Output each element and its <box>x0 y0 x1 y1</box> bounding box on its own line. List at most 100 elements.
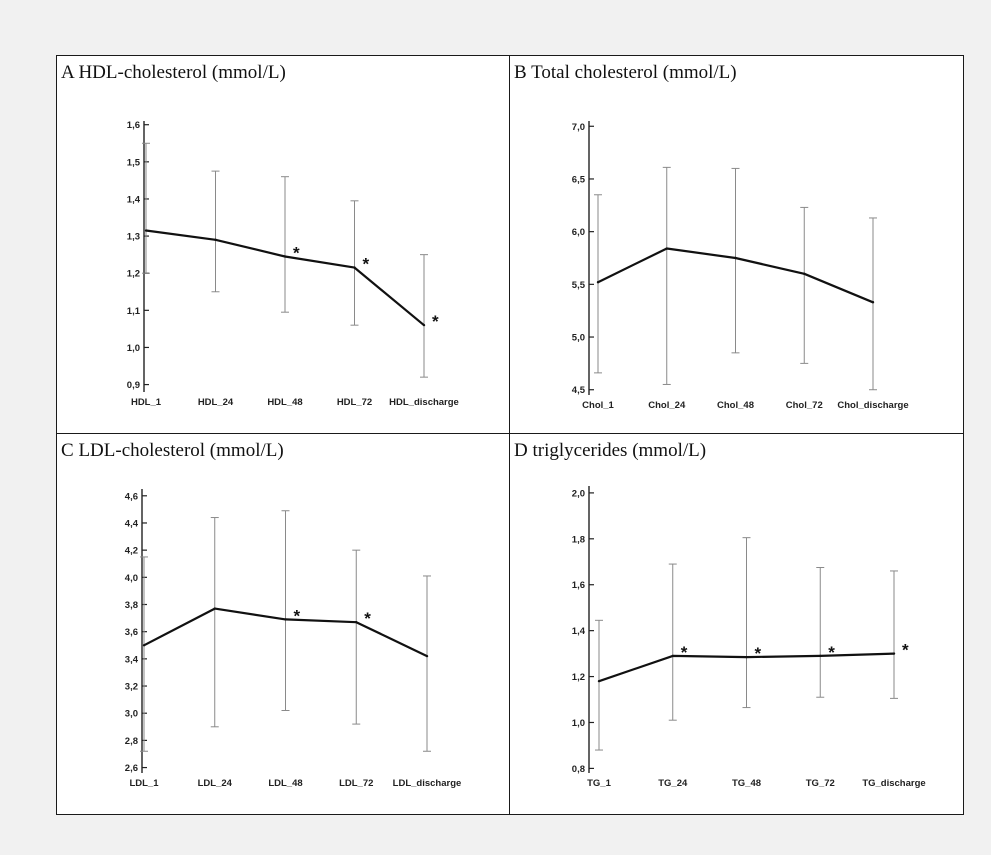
panel-b-x-tick-label: Chol_1 <box>582 400 614 411</box>
panel-b-y-tick-label: 6,5 <box>572 174 586 185</box>
panel-c: C LDL-cholesterol (mmol/L) 2,6 2,8 3,0 3,2 3… <box>57 434 509 814</box>
panel-d-letter: D <box>514 440 528 461</box>
panel-c-x-tick-label: LDL_24 <box>198 778 233 789</box>
panel-a-significance-star: * <box>432 312 439 331</box>
panel-c-significance-star: * <box>294 606 301 625</box>
panel-a-x-tick-label: HDL_24 <box>198 397 234 408</box>
panel-c-x-tick-label: LDL_72 <box>339 778 373 789</box>
panel-a-data-point <box>214 238 217 241</box>
panel-a-x-tick-label: HDL_1 <box>131 397 162 408</box>
panel-a-significance-star: * <box>363 255 370 274</box>
panel-a-x-tick-label: HDL_72 <box>337 397 372 408</box>
panel-a-y-tick-label: 1,1 <box>127 306 141 317</box>
panel-c-y-tick-label: 3,8 <box>125 600 138 611</box>
panel-a-y-tick-label: 1,5 <box>127 157 141 168</box>
panel-c-significance-star: * <box>364 609 371 628</box>
panel-d-title: D triglycerides (mmol/L) <box>514 440 706 462</box>
panel-b-y-tick-label: 5,0 <box>572 333 585 344</box>
panel-d-title-text: triglycerides (mmol/L) <box>532 440 707 461</box>
panel-c-data-point <box>213 607 216 610</box>
panel-a-chart: 0,9 1,0 1,1 1,2 1,3 1,4 1,5 1,6 * * * HDL_1 HDL_24 HD… <box>127 120 459 408</box>
panel-a-letter: A <box>61 62 74 83</box>
panel-c-title-text: LDL-cholesterol (mmol/L) <box>78 440 284 461</box>
panel-c-y-tick-label: 3,2 <box>125 682 138 693</box>
panel-a: A HDL-cholesterol (mmol/L) 0,9 1,0 1,1 1,2 1… <box>57 56 509 433</box>
panel-d-x-tick-label: TG_24 <box>658 778 688 789</box>
panel-d-significance-star: * <box>755 644 762 663</box>
panel-b-data-point <box>596 281 600 284</box>
panel-c-y-tick-label: 3,4 <box>125 654 139 665</box>
panel-b-chart: 4,5 5,0 5,5 6,0 6,5 7,0 Chol_1 Chol_24 Chol_48 Ch… <box>572 121 909 411</box>
panel-a-x-tick-label: HDL_48 <box>267 397 302 408</box>
panel-a-y-tick-label: 0,9 <box>127 380 140 391</box>
panel-d-y-tick-label: 1,4 <box>572 626 586 637</box>
panel-d-data-point <box>597 679 601 683</box>
panel-d-x-tick-label: TG_48 <box>732 778 761 789</box>
panel-d-x-tick-label: TG_discharge <box>862 778 925 789</box>
panel-d-x-tick-label: TG_1 <box>587 778 611 789</box>
panel-d-significance-star: * <box>828 643 835 662</box>
horizontal-divider <box>57 433 963 434</box>
panel-d-y-tick-label: 1,2 <box>572 672 585 683</box>
panel-c-y-tick-label: 4,4 <box>125 518 139 529</box>
panel-d-y-tick-label: 1,6 <box>572 580 585 591</box>
panel-b-title-text: Total cholesterol (mmol/L) <box>531 62 737 83</box>
panel-b-data-point <box>803 272 806 276</box>
panel-d-significance-star: * <box>902 641 909 660</box>
panel-c-x-tick-label: LDL_48 <box>268 778 302 789</box>
panel-b-x-tick-label: Chol_discharge <box>837 400 908 411</box>
panel-a-title: A HDL-cholesterol (mmol/L) <box>61 62 286 84</box>
panel-c-title: C LDL-cholesterol (mmol/L) <box>61 440 284 462</box>
panel-c-x-tick-label: LDL_1 <box>129 778 159 789</box>
panel-c-chart: 2,6 2,8 3,0 3,2 3,4 3,6 3,8 4,0 4,2 4,4 4,6 * * LDL_1… <box>125 489 462 789</box>
panel-a-y-tick-label: 1,4 <box>127 194 141 205</box>
panel-c-data-point <box>355 620 358 624</box>
panel-d-x-tick-label: TG_72 <box>806 778 835 789</box>
panel-a-y-tick-label: 1,0 <box>127 343 140 354</box>
panel-b-y-tick-label: 5,5 <box>572 280 586 291</box>
panel-d: D triglycerides (mmol/L) 0,8 1,0 1,2 1,4 1,6… <box>510 434 963 814</box>
panel-c-y-tick-label: 3,6 <box>125 627 138 638</box>
panel-b-x-tick-label: Chol_48 <box>717 400 754 411</box>
panel-a-data-point <box>422 323 426 327</box>
panel-a-title-text: HDL-cholesterol (mmol/L) <box>78 62 286 83</box>
panel-a-y-tick-label: 1,2 <box>127 269 140 280</box>
panel-b-y-tick-label: 7,0 <box>572 122 585 133</box>
panel-a-data-point <box>144 229 148 232</box>
panel-c-letter: C <box>61 440 74 461</box>
panel-b-letter: B <box>514 62 527 83</box>
panel-c-y-tick-label: 4,2 <box>125 546 138 557</box>
panel-d-data-point <box>671 654 674 658</box>
panel-d-y-tick-label: 1,0 <box>572 718 585 729</box>
panel-c-y-tick-label: 4,0 <box>125 573 138 584</box>
panel-a-data-point <box>283 255 287 258</box>
panel-b-data-point <box>734 256 737 260</box>
figure-grid: A HDL-cholesterol (mmol/L) 0,9 1,0 1,1 1,2 1… <box>56 55 964 815</box>
panel-b-x-tick-label: Chol_72 <box>786 400 823 411</box>
panel-b-y-tick-label: 4,5 <box>572 385 586 396</box>
panel-c-data-point <box>284 618 287 621</box>
panel-d-significance-star: * <box>681 643 688 662</box>
panel-a-y-tick-label: 1,6 <box>127 120 140 131</box>
panel-b-data-point <box>665 247 668 250</box>
panel-c-y-tick-label: 2,8 <box>125 736 138 747</box>
panel-c-data-point <box>425 654 429 658</box>
panel-d-y-tick-label: 2,0 <box>572 488 585 499</box>
panel-a-data-point <box>353 266 356 269</box>
panel-a-significance-star: * <box>293 244 300 263</box>
panel-d-chart: 0,8 1,0 1,2 1,4 1,6 1,8 2,0 * * * * TG_1 TG_24 TG_48 T… <box>572 486 926 789</box>
panel-a-y-tick-label: 1,3 <box>127 232 140 243</box>
panel-b-title: B Total cholesterol (mmol/L) <box>514 62 737 84</box>
panel-d-y-tick-label: 1,8 <box>572 534 585 545</box>
vertical-divider <box>509 56 510 814</box>
panel-c-data-point <box>142 644 146 647</box>
panel-c-x-tick-label: LDL_discharge <box>393 778 462 789</box>
panel-b-x-tick-label: Chol_24 <box>648 400 686 411</box>
panel-c-y-tick-label: 4,6 <box>125 491 138 502</box>
panel-b: B Total cholesterol (mmol/L) 4,5 5,0 5,5 6,… <box>510 56 963 433</box>
panel-b-y-tick-label: 6,0 <box>572 227 585 238</box>
panel-d-data-point <box>892 652 896 655</box>
panel-d-data-point <box>819 654 822 658</box>
panel-a-x-tick-label: HDL_discharge <box>389 397 459 408</box>
panel-d-y-tick-label: 0,8 <box>572 764 585 775</box>
